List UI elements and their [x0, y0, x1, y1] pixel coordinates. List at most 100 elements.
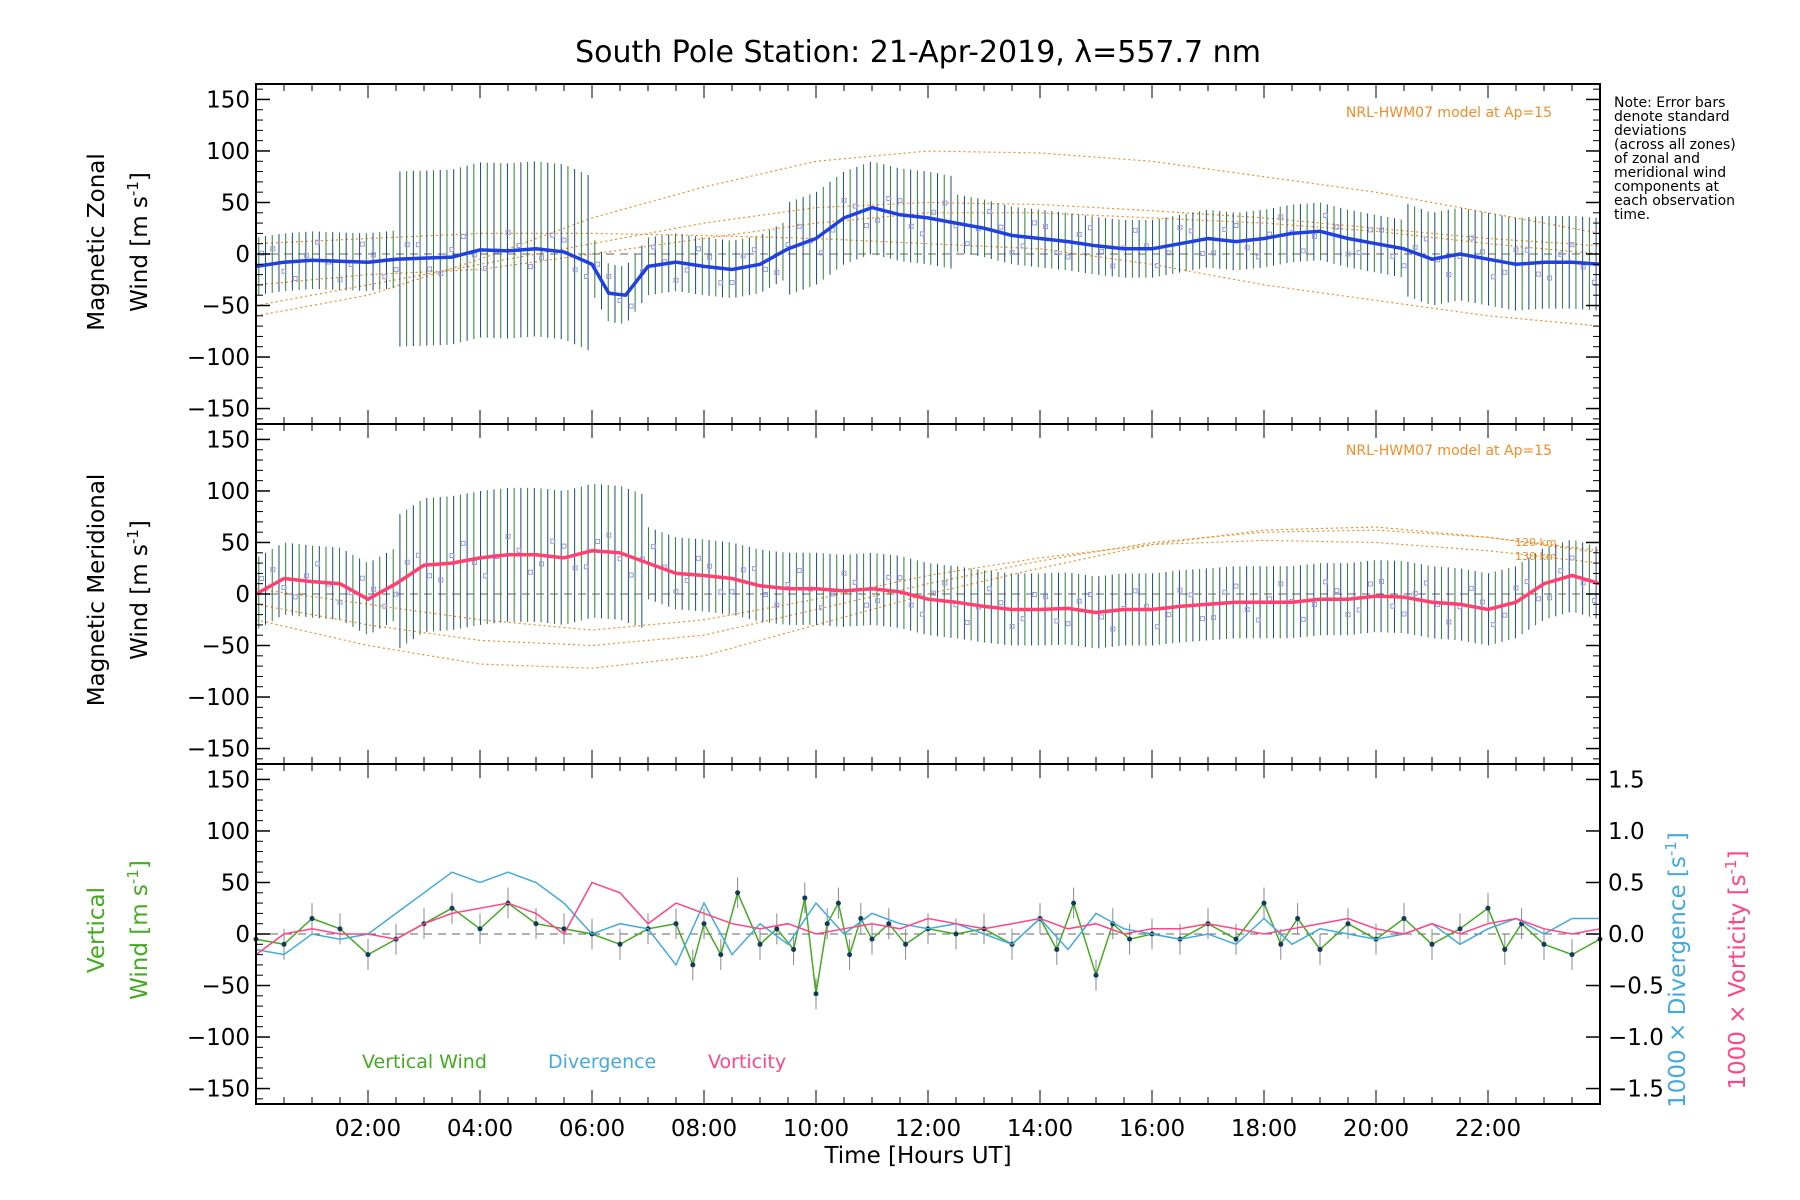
y2-tick-label: 0.5: [1608, 870, 1645, 896]
zone-sample: [751, 566, 757, 572]
zone-sample: [595, 538, 601, 544]
vertical-wind-point: [449, 905, 455, 911]
zone-sample: [1502, 269, 1508, 275]
zone-sample: [695, 555, 701, 561]
zone-sample: [796, 567, 802, 573]
zone-sample: [438, 271, 444, 277]
y-tick-label: −100: [187, 1025, 250, 1051]
svg-text:Wind [m s-1]: Wind [m s-1]: [124, 860, 153, 1000]
note-line: components at: [1614, 179, 1720, 195]
vertical-wind-point: [1429, 941, 1435, 947]
y-tick-label: −100: [187, 685, 250, 711]
y2-tick-label: −0.5: [1608, 974, 1664, 1000]
zone-sample: [1547, 595, 1553, 601]
zone-sample: [1524, 247, 1530, 253]
vertical-ylabel-close: ]: [127, 860, 153, 869]
zone-sample: [1334, 224, 1340, 230]
vertical-wind-point: [1093, 972, 1099, 978]
zone-sample: [393, 267, 399, 273]
zone-sample: [998, 600, 1004, 606]
zone-sample: [292, 276, 298, 282]
zone-sample: [695, 246, 701, 252]
zone-sample: [1446, 272, 1452, 278]
zone-sample: [1513, 585, 1519, 591]
vertical-wind-point: [1127, 936, 1133, 942]
zone-sample: [1054, 618, 1060, 624]
zone-sample: [1345, 612, 1351, 618]
vorticity-y2label-text: 1000 × Vorticity [s: [1725, 874, 1751, 1089]
zone-sample: [1143, 603, 1149, 609]
model-curve: [255, 150, 1601, 317]
y2-tick-label: 1.5: [1608, 767, 1645, 793]
meridional-wind-panel: 150 100 50 0 −50 −100 −150: [187, 423, 1601, 765]
zone-sample: [908, 223, 914, 229]
zone-sample: [1379, 578, 1385, 584]
zone-sample: [1043, 594, 1049, 600]
zone-sample: [819, 605, 825, 611]
zone-sample: [1222, 589, 1228, 595]
zone-sample: [964, 241, 970, 247]
y-tick-label: −150: [187, 737, 250, 763]
model-curve: [255, 539, 1601, 631]
vertical-wind-point: [1485, 905, 1491, 911]
zone-sample: [371, 252, 377, 258]
zone-sample: [1390, 603, 1396, 609]
zone-sample: [483, 266, 489, 272]
zone-sample: [684, 577, 690, 583]
zone-sample: [1311, 234, 1317, 240]
zone-sample: [852, 579, 858, 585]
zone-sample: [1199, 616, 1205, 622]
y-tick-label: 150: [206, 87, 250, 113]
y2-tick-label: 0.0: [1608, 922, 1645, 948]
zone-sample: [505, 230, 511, 236]
vorticity-line: [255, 881, 1601, 956]
zone-sample: [908, 602, 914, 608]
zone-sample: [583, 564, 589, 570]
zone-sample: [561, 543, 567, 549]
zone-sample: [550, 232, 556, 238]
zone-sample: [460, 540, 466, 546]
zone-sample: [673, 588, 679, 594]
zone-sample: [449, 553, 455, 559]
zone-sample: [964, 619, 970, 625]
zone-sample: [931, 590, 937, 596]
zone-sample: [449, 247, 455, 253]
zone-sample: [1547, 275, 1553, 281]
zone-sample: [270, 567, 276, 573]
zone-sample: [987, 586, 993, 592]
x-tick-label: 04:00: [447, 1116, 513, 1142]
zone-sample: [337, 599, 343, 605]
vertical-wind-point: [774, 926, 780, 932]
zone-sample: [785, 582, 791, 588]
zone-sample: [763, 266, 769, 272]
vertical-wind-point: [903, 941, 909, 947]
y-tick-label: 100: [206, 819, 250, 845]
zone-sample: [1569, 242, 1575, 248]
model-curve: [255, 201, 1601, 307]
y-tick-label: 50: [221, 530, 250, 556]
zone-sample: [1446, 619, 1452, 625]
zone-sample: [841, 197, 847, 203]
zone-sample: [516, 547, 522, 553]
zone-sample: [1580, 264, 1586, 270]
x-tick-label: 16:00: [1119, 1116, 1185, 1142]
zone-sample: [785, 242, 791, 248]
legend-vertical-wind: Vertical Wind: [362, 1051, 487, 1073]
zone-sample: [1569, 555, 1575, 561]
meridional-ylabel-close: ]: [127, 520, 153, 529]
vertical-wind-point: [835, 900, 841, 906]
zone-sample: [1132, 588, 1138, 594]
vertical-wind-point: [1261, 900, 1267, 906]
zone-sample: [1244, 607, 1250, 613]
zone-sample: [572, 267, 578, 273]
zone-sample: [841, 570, 847, 576]
vertical-wind-point: [701, 921, 707, 927]
vorticity-y2label-sup: -1: [1722, 859, 1740, 874]
zonal-model-annotation: NRL-HWM07 model at Ap=15: [1346, 105, 1552, 121]
zonal-wind-panel: 150 100 50 0 −50 −100 −150: [187, 83, 1601, 425]
zone-sample: [763, 592, 769, 598]
zone-sample: [875, 598, 881, 604]
meridional-ylabel-2: Wind [m s-1]: [124, 520, 153, 660]
vertical-wind-point: [813, 991, 819, 997]
zone-sample: [1479, 599, 1485, 605]
